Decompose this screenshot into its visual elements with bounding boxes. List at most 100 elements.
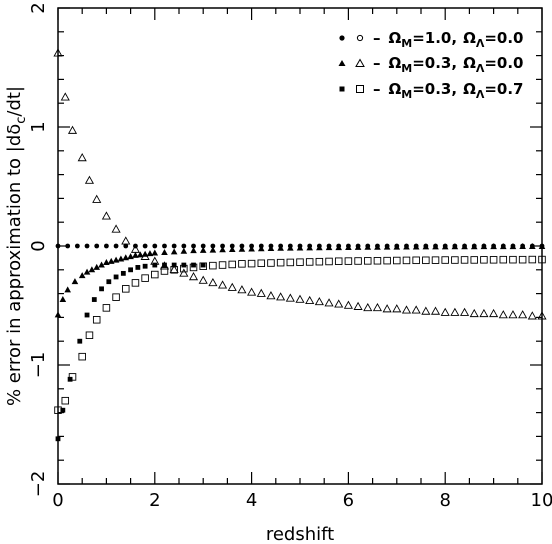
data-point-open-square	[528, 255, 537, 264]
data-point-filled-square	[91, 297, 97, 302]
data-point-filled-triangle	[335, 244, 343, 251]
data-point-filled-triangle	[441, 243, 449, 250]
data-point-filled-square	[135, 265, 141, 270]
data-point-open-triangle	[363, 302, 373, 312]
data-point-open-square	[68, 373, 77, 381]
legend-omega-l-value: =0.7	[484, 80, 523, 98]
data-point-open-square	[238, 260, 246, 268]
legend-omega-l-sub: Λ	[476, 62, 485, 75]
data-point-filled-circle	[55, 243, 61, 249]
legend-omega-m-value: =1.0,	[412, 29, 457, 47]
data-point-open-triangle	[227, 282, 237, 291]
legend-omega-l-value: =0.0	[484, 54, 523, 72]
y-axis-label: % error in approximation to |dδc/dt|	[4, 86, 29, 406]
legend-omega-m-sub: M	[401, 62, 412, 75]
data-point-open-square	[85, 331, 94, 340]
data-point-filled-triangle	[64, 286, 71, 293]
legend-omega-m-value: =0.3,	[412, 80, 457, 98]
y-tick-label: −1	[28, 352, 49, 379]
data-point-filled-triangle	[345, 243, 352, 250]
data-point-filled-triangle	[93, 263, 101, 270]
data-point-open-triangle	[392, 304, 402, 313]
data-point-open-triangle	[77, 153, 87, 162]
data-point-filled-square	[55, 436, 61, 442]
data-point-open-triangle	[84, 175, 95, 184]
data-point-open-square	[122, 285, 130, 293]
data-point-open-square	[344, 257, 353, 265]
data-point-open-square	[499, 255, 508, 264]
data-point-filled-triangle	[228, 245, 236, 252]
data-point-filled-triangle	[180, 247, 188, 254]
data-point-filled-circle	[74, 243, 80, 249]
data-point-filled-triangle	[432, 243, 439, 250]
data-point-filled-square	[128, 267, 133, 273]
data-point-filled-triangle	[519, 242, 526, 249]
data-point-open-square	[267, 259, 275, 267]
data-point-filled-triangle	[287, 244, 294, 251]
data-point-open-triangle	[334, 299, 344, 308]
legend-label-2: – ΩM=0.3, ΩΛ=0.0	[373, 54, 523, 75]
legend-omega-l: Ω	[463, 29, 476, 47]
data-point-open-square	[92, 316, 101, 324]
data-point-open-triangle	[121, 236, 131, 245]
data-point-filled-square	[113, 274, 119, 280]
data-point-filled-triangle	[364, 243, 372, 250]
data-point-open-square	[305, 258, 314, 266]
data-point-open-square	[286, 258, 295, 267]
data-point-open-triangle	[285, 293, 295, 302]
data-point-open-square	[189, 263, 198, 272]
data-point-filled-triangle	[170, 248, 178, 255]
data-point-open-triangle	[53, 48, 63, 57]
data-point-open-square	[412, 256, 420, 265]
x-tick-label: 6	[343, 490, 354, 511]
data-point-filled-triangle	[127, 253, 134, 260]
data-point-filled-triangle	[219, 246, 226, 253]
data-point-open-square	[325, 257, 333, 266]
y-axis-label-tail: /dt|	[4, 86, 25, 117]
data-point-open-square	[422, 256, 430, 265]
data-point-open-square	[209, 261, 217, 270]
data-point-filled-triangle	[529, 242, 536, 249]
data-point-open-triangle	[179, 268, 189, 277]
data-point-filled-triangle	[117, 255, 125, 262]
y-tick-label: 1	[28, 121, 49, 132]
data-point-filled-triangle	[538, 242, 546, 249]
data-point-open-triangle	[401, 305, 412, 314]
data-point-open-square	[218, 261, 227, 269]
data-point-filled-triangle	[112, 256, 120, 263]
data-point-filled-triangle	[83, 268, 91, 275]
data-point-filled-triangle	[151, 249, 159, 256]
data-point-open-triangle	[295, 294, 305, 303]
data-point-filled-triangle	[54, 311, 62, 318]
data-point-open-triangle	[450, 307, 460, 316]
data-point-filled-square	[171, 262, 177, 268]
data-point-open-square	[393, 256, 401, 265]
legend-marker-open-triangle	[355, 58, 365, 67]
y-axis-label-subscript: c	[14, 117, 29, 124]
data-point-open-triangle	[198, 275, 208, 284]
data-point-filled-triangle	[257, 245, 265, 252]
legend-dash: –	[373, 54, 381, 72]
data-point-filled-circle	[65, 243, 71, 249]
data-point-open-square	[509, 255, 517, 264]
data-point-open-triangle	[537, 311, 547, 320]
data-point-filled-triangle	[316, 244, 323, 251]
data-point-open-square	[160, 267, 169, 275]
data-point-open-triangle	[421, 306, 431, 315]
data-point-filled-circle	[191, 243, 196, 249]
data-point-open-square	[373, 257, 382, 265]
legend-omega-l: Ω	[463, 54, 476, 72]
tick-labels: 0 2 4 6 8 10 −2 −1 0 1 2	[28, 2, 552, 511]
y-tick-label: 2	[28, 2, 49, 13]
data-point-filled-circle	[142, 243, 148, 249]
data-point-open-square	[451, 256, 459, 264]
data-point-filled-square	[152, 262, 158, 268]
legend-marker-filled-triangle	[338, 60, 346, 66]
data-point-open-square	[151, 270, 159, 279]
data-point-filled-triangle	[451, 243, 459, 250]
data-point-open-triangle	[479, 308, 489, 318]
data-point-filled-triangle	[122, 254, 130, 261]
data-point-open-square	[470, 256, 478, 264]
legend-omega-m-sub: M	[401, 37, 412, 50]
